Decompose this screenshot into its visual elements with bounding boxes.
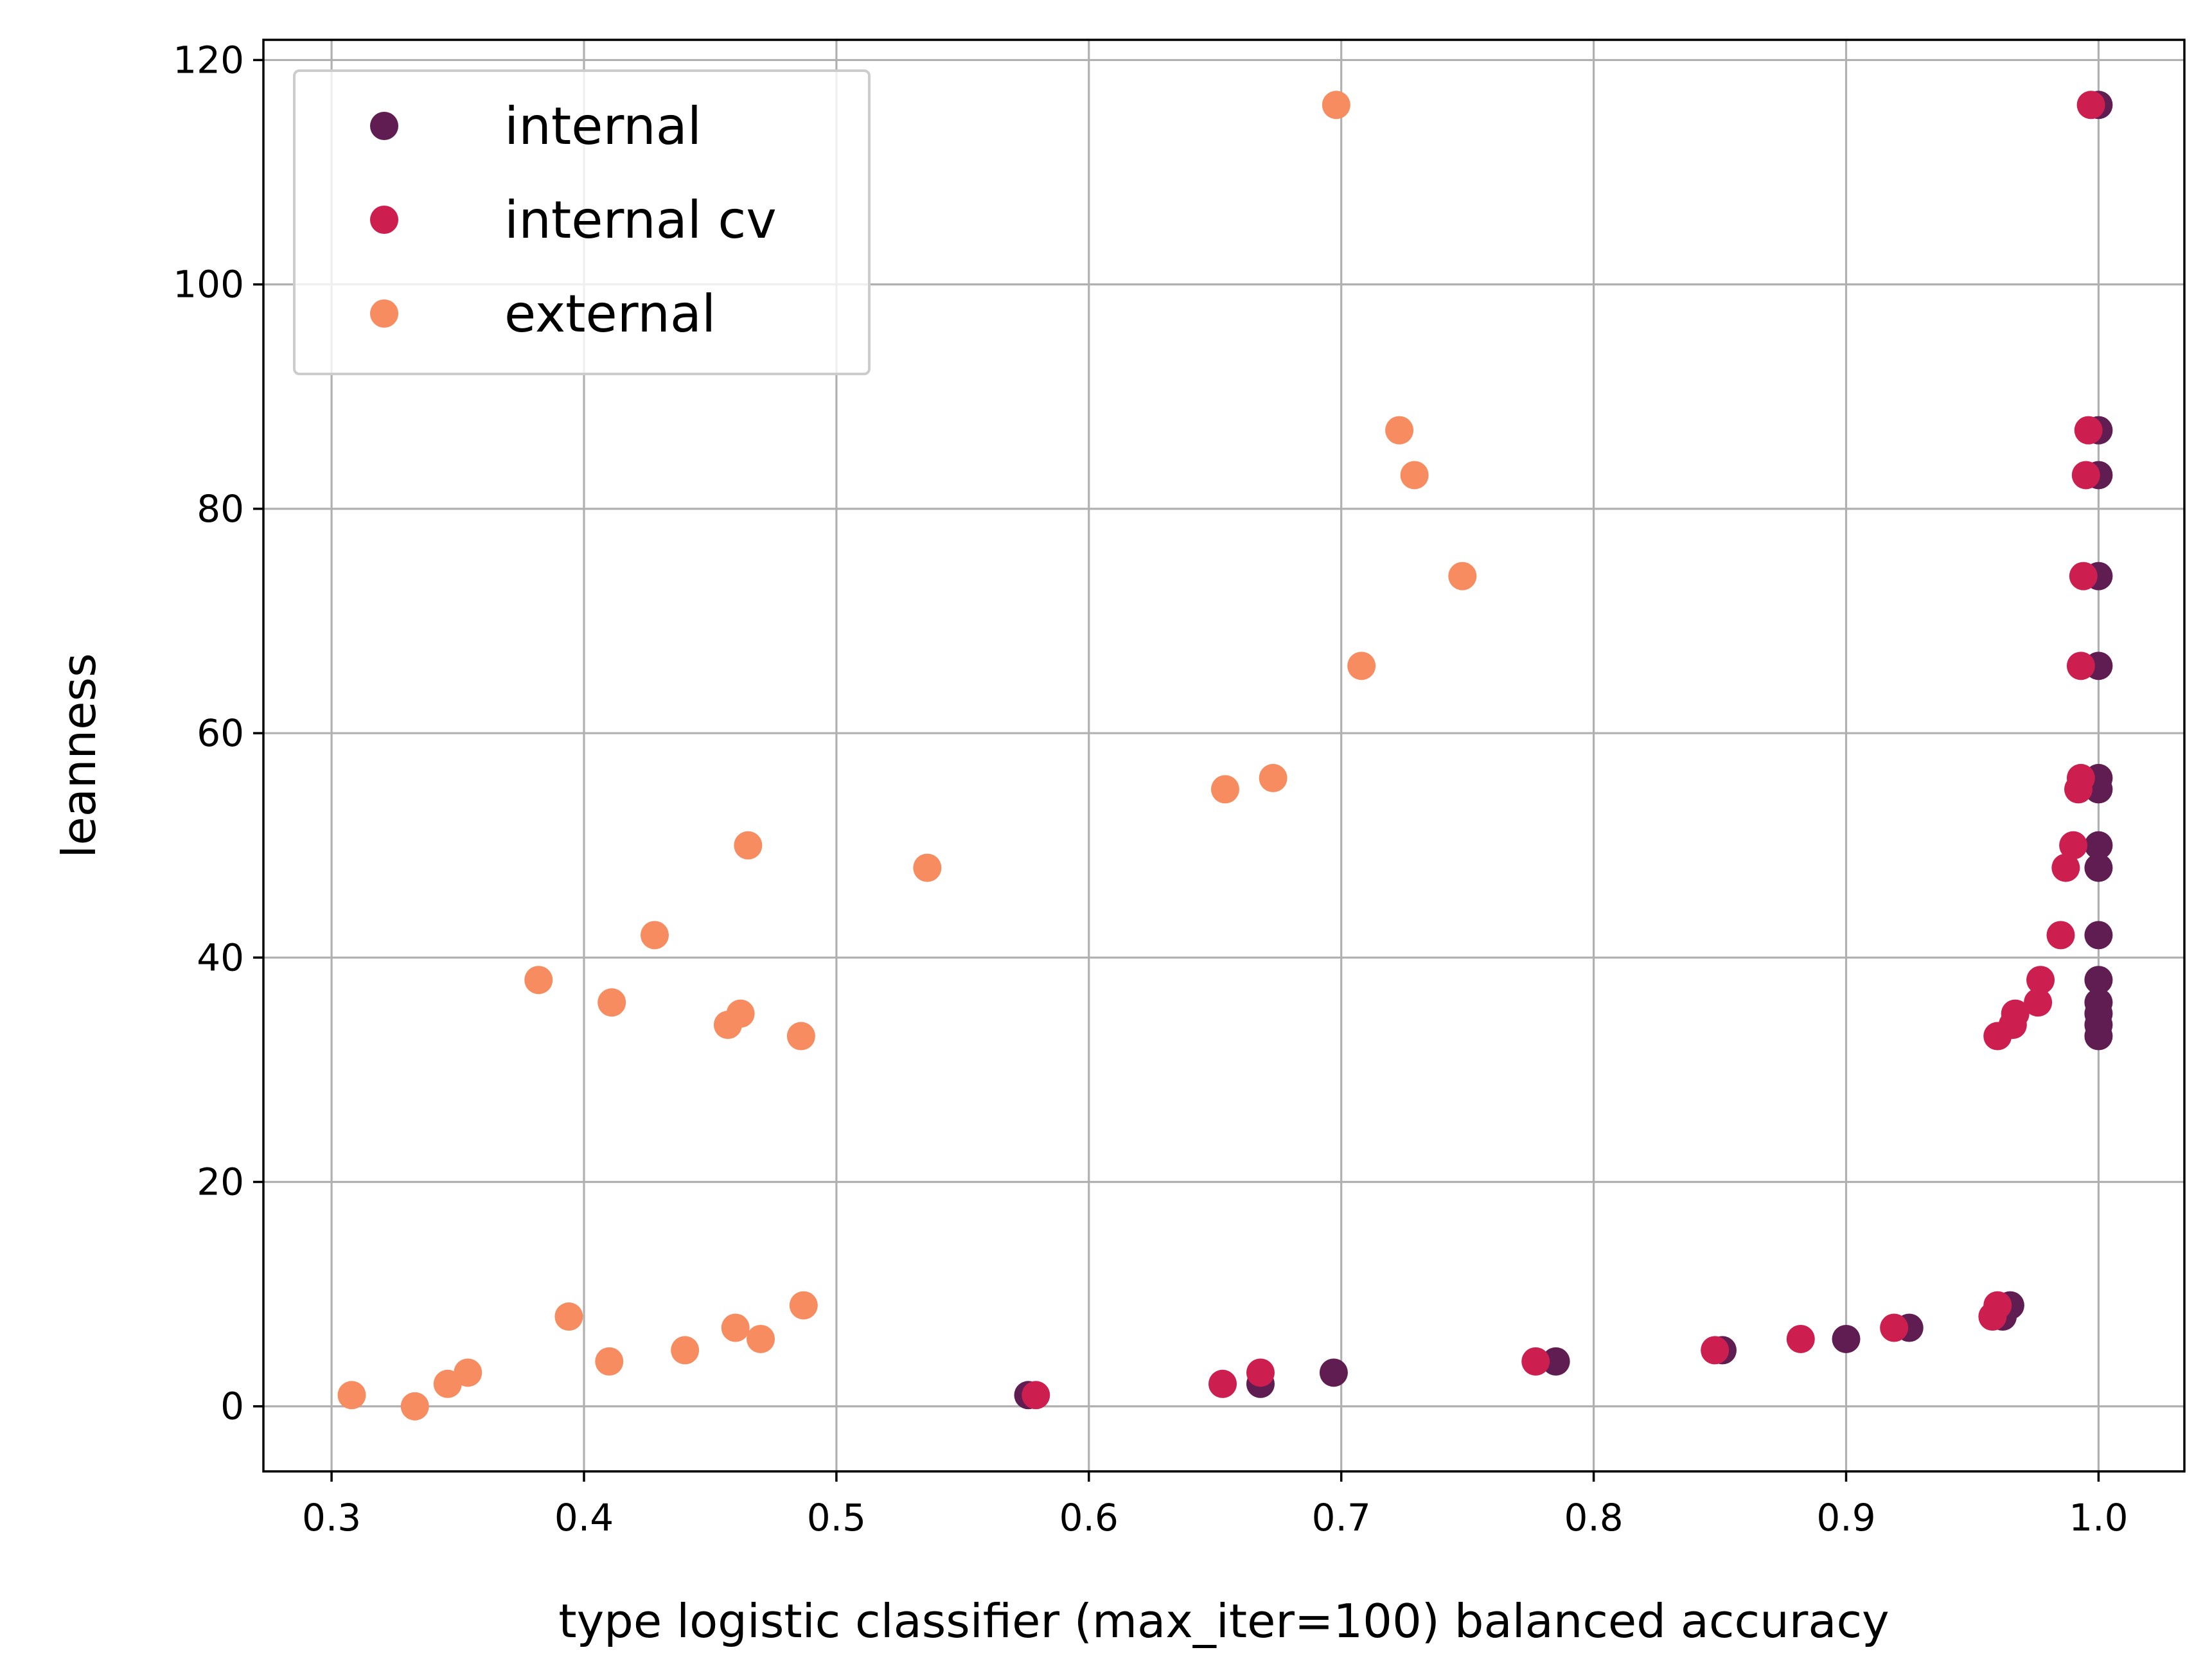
data-point <box>1210 775 1239 804</box>
data-point <box>2084 831 2113 860</box>
y-tick-label: 60 <box>197 711 244 755</box>
data-point <box>1319 1358 1348 1387</box>
x-tick-label: 0.4 <box>554 1496 614 1539</box>
legend-box <box>293 69 871 375</box>
x-axis-ticks: 0.3 0.4 0.5 0.6 0.7 0.8 0.9 1.0 <box>302 1471 2128 1539</box>
x-tick-label: 0.7 <box>1312 1496 1371 1539</box>
data-point <box>2051 853 2080 882</box>
legend-label: internal cv <box>504 190 777 250</box>
legend: internal internal cv external <box>293 69 871 375</box>
legend-label: internal <box>504 96 702 156</box>
data-point <box>1385 416 1414 445</box>
data-point <box>1832 1324 1861 1353</box>
legend-marker <box>370 299 398 328</box>
series-external <box>337 91 1477 1421</box>
data-point <box>1400 461 1429 490</box>
data-point <box>913 853 942 882</box>
data-point <box>2046 921 2075 950</box>
y-axis-label: leanness <box>52 653 106 858</box>
x-tick-label: 1.0 <box>2069 1496 2128 1539</box>
data-point <box>671 1336 700 1365</box>
data-point <box>2084 1022 2113 1051</box>
data-point <box>1022 1381 1050 1410</box>
data-point <box>337 1381 366 1410</box>
y-tick-label: 20 <box>197 1160 244 1204</box>
data-point <box>2084 921 2113 950</box>
x-tick-label: 0.8 <box>1564 1496 1623 1539</box>
grid-lines <box>263 40 2184 1471</box>
data-point <box>2084 853 2113 882</box>
data-point <box>1541 1347 1570 1376</box>
data-point <box>721 1313 750 1342</box>
y-tick-label: 0 <box>220 1385 244 1428</box>
data-point <box>641 921 669 950</box>
data-point <box>2024 988 2053 1017</box>
data-point <box>595 1347 624 1376</box>
y-tick-label: 40 <box>197 936 244 979</box>
data-point <box>1208 1369 1237 1398</box>
data-point <box>1786 1324 1815 1353</box>
y-tick-label: 120 <box>173 38 244 82</box>
legend-label: external <box>504 284 716 344</box>
data-point <box>1701 1336 1730 1365</box>
data-point <box>2076 91 2105 120</box>
data-point <box>1347 652 1376 680</box>
data-point <box>433 1369 462 1398</box>
data-point <box>1521 1347 1550 1376</box>
data-point <box>747 1324 775 1353</box>
data-point <box>2059 831 2088 860</box>
data-point <box>2069 562 2098 590</box>
y-tick-label: 100 <box>173 263 244 306</box>
data-point <box>2026 966 2055 995</box>
data-point <box>400 1392 429 1421</box>
x-tick-label: 0.3 <box>302 1496 361 1539</box>
series-internal <box>1014 91 2113 1410</box>
data-point <box>2084 966 2113 995</box>
y-tick-label: 80 <box>197 487 244 531</box>
legend-marker <box>370 206 398 234</box>
data-point <box>1259 763 1287 792</box>
data-point <box>713 1011 742 1040</box>
data-point <box>1983 1022 2012 1051</box>
data-point <box>2064 775 2093 804</box>
data-point <box>1322 91 1350 120</box>
x-axis-label: type logistic classifier (max_iter=100) … <box>558 1594 1889 1648</box>
data-point <box>597 988 626 1017</box>
data-point <box>734 831 763 860</box>
data-points <box>337 91 2113 1421</box>
data-point <box>2071 461 2100 490</box>
data-point <box>2066 652 2095 680</box>
data-point <box>1880 1313 1909 1342</box>
x-tick-label: 0.6 <box>1059 1496 1119 1539</box>
plot-frame <box>262 39 2186 1473</box>
series-internal-cv <box>1022 91 2105 1410</box>
legend-marker <box>370 112 398 140</box>
data-point <box>786 1022 815 1051</box>
data-point <box>1246 1358 1275 1387</box>
data-point <box>2074 416 2103 445</box>
data-point <box>789 1291 818 1320</box>
x-tick-label: 0.9 <box>1816 1496 1875 1539</box>
y-axis-ticks: 0 20 40 60 80 100 120 <box>173 38 263 1428</box>
data-point <box>1448 562 1477 590</box>
data-point <box>554 1302 583 1331</box>
data-point <box>1978 1302 2007 1331</box>
data-point <box>524 966 553 995</box>
x-tick-label: 0.5 <box>807 1496 866 1539</box>
